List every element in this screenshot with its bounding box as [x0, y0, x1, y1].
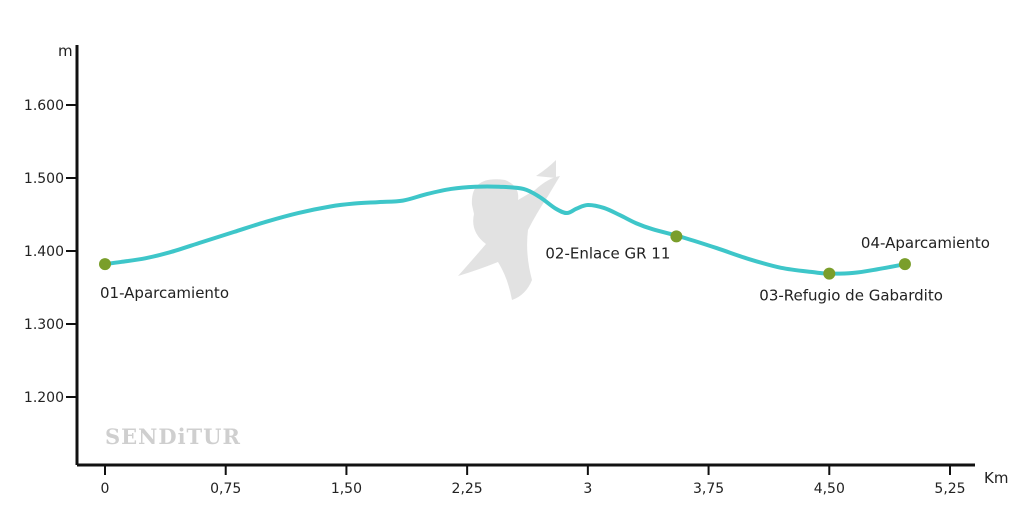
- x-tick-label: 0,75: [210, 481, 241, 497]
- x-tick-label: 0: [101, 481, 110, 497]
- waypoint-marker: [670, 230, 683, 243]
- waypoint-label: 03-Refugio de Gabardito: [759, 287, 943, 305]
- y-tick-label: 1.400: [24, 244, 64, 260]
- waypoints: 01-Aparcamiento 02-Enlace GR 11 03-Refugio…: [99, 230, 990, 305]
- x-tick-label: 1,50: [331, 481, 362, 497]
- y-tick-label: 1.200: [24, 390, 64, 406]
- x-tick-label: 3,75: [693, 481, 724, 497]
- waypoint-label: 02-Enlace GR 11: [545, 244, 670, 262]
- waypoint-label: 01-Aparcamiento: [100, 284, 229, 302]
- waypoint-label: 04-Aparcamiento: [861, 234, 990, 252]
- y-axis-ticks: 1.200 1.300 1.400 1.500 1.600: [24, 98, 77, 406]
- x-tick-label: 3: [583, 481, 592, 497]
- elevation-line: [103, 184, 907, 276]
- y-tick-label: 1.500: [24, 171, 64, 187]
- brand-watermark-text: SENDiTUR: [105, 424, 241, 449]
- y-tick-label: 1.300: [24, 317, 64, 333]
- waypoint-marker: [99, 258, 111, 271]
- x-axis-ticks: 0 0,75 1,50 2,25 3 3,75 4,50 5,25: [101, 465, 966, 497]
- x-tick-label: 2,25: [452, 481, 483, 497]
- bird-logo-watermark-icon: [458, 160, 560, 300]
- y-axis-unit-label: m: [58, 42, 73, 60]
- waypoint-marker: [898, 258, 911, 271]
- y-tick-label: 1.600: [24, 98, 64, 114]
- x-tick-label: 4,50: [814, 481, 845, 497]
- x-tick-label: 5,25: [934, 481, 965, 497]
- waypoint-marker: [823, 267, 836, 280]
- x-axis-unit-label: Km: [984, 469, 1008, 487]
